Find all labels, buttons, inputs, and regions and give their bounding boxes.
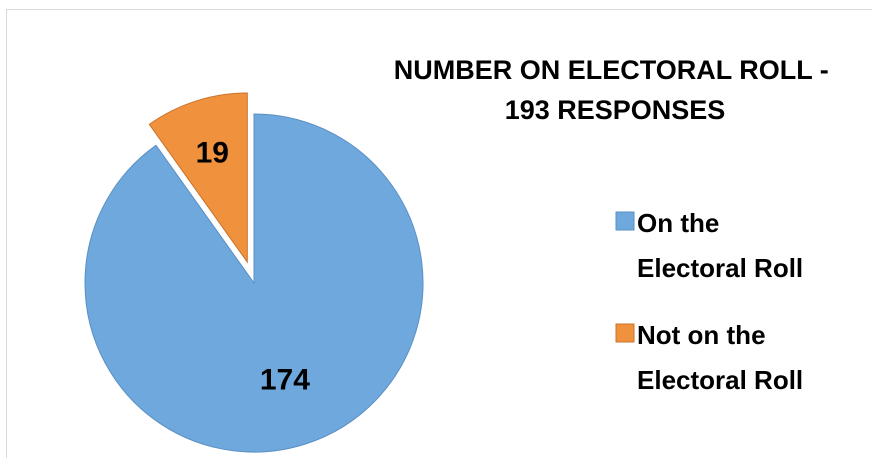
legend-label-on-roll-line-2: Electoral Roll <box>637 253 803 283</box>
legend-swatch-on-roll <box>615 211 635 231</box>
data-label-0: 174 <box>260 364 310 397</box>
legend-label-on-roll-line-1: On the <box>637 208 719 238</box>
chart-title: NUMBER ON ELECTORAL ROLL - 193 RESPONSES <box>394 55 837 125</box>
chart-frame <box>6 9 872 458</box>
pie-slice-0 <box>84 113 424 453</box>
legend-swatch-not-on-roll <box>615 323 635 343</box>
legend-label-not-on-roll-line-1: Not on the <box>637 320 766 350</box>
legend-entry-on-roll: On the Electoral Roll <box>615 208 803 283</box>
data-labels: 174 19 <box>196 137 311 397</box>
data-label-1: 19 <box>196 137 229 170</box>
legend-entry-not-on-roll: Not on the Electoral Roll <box>615 320 803 395</box>
chart-title-line-2: 193 RESPONSES <box>505 95 726 125</box>
pie-slice-1 <box>148 92 248 264</box>
pie-slices <box>84 92 424 453</box>
legend-label-on-roll: On the Electoral Roll <box>637 208 803 283</box>
legend-label-not-on-roll-line-2: Electoral Roll <box>637 365 803 395</box>
chart-title-line-1: NUMBER ON ELECTORAL ROLL - <box>394 55 829 85</box>
legend: On the Electoral Roll Not on the Elector… <box>615 208 803 395</box>
legend-label-not-on-roll: Not on the Electoral Roll <box>637 320 803 395</box>
